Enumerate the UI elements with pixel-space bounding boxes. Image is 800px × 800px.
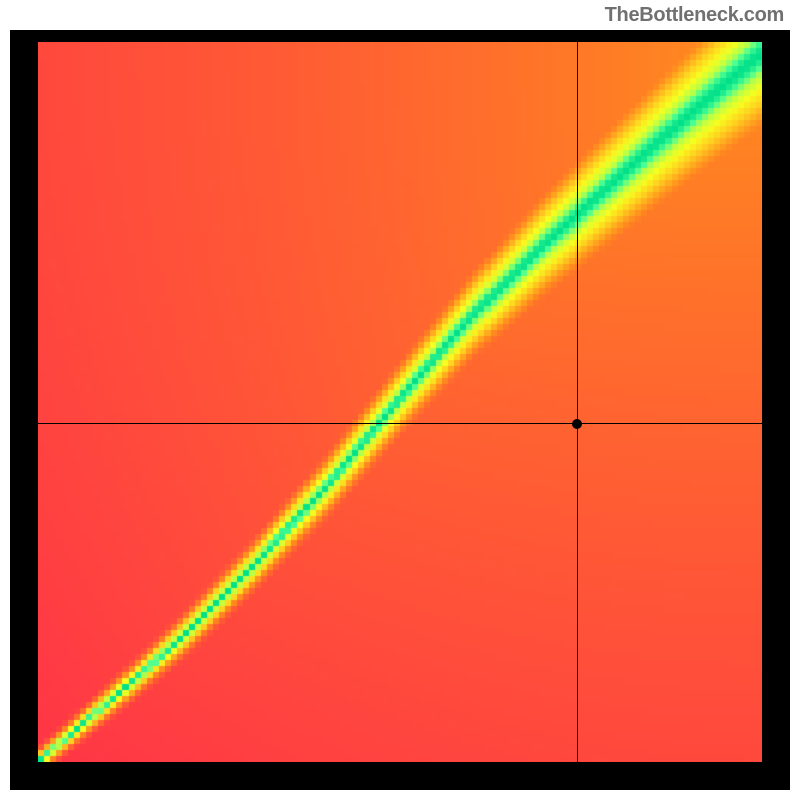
page-root: TheBottleneck.com (0, 0, 800, 800)
crosshair-vertical (577, 42, 578, 762)
crosshair-horizontal (38, 423, 762, 424)
attribution-text: TheBottleneck.com (605, 4, 784, 27)
chart-frame (10, 30, 790, 790)
bottleneck-heatmap (38, 42, 762, 762)
crosshair-marker-dot (572, 419, 582, 429)
